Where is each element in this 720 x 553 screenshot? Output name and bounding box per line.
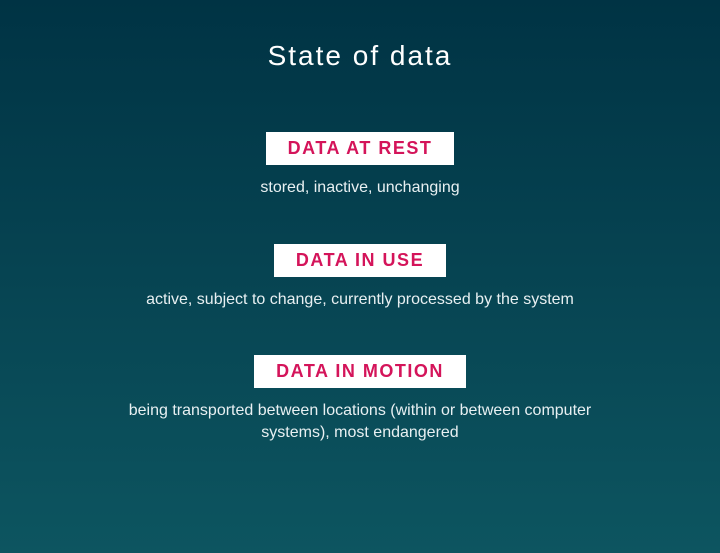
state-block-use: DATA IN USE active, subject to change, c… [146,244,574,311]
page-title: State of data [268,40,453,72]
state-block-motion: DATA IN MOTION being transported between… [110,355,610,443]
state-label: DATA AT REST [266,132,455,165]
state-label: DATA IN MOTION [254,355,466,388]
state-description: stored, inactive, unchanging [260,177,459,199]
state-label: DATA IN USE [274,244,446,277]
state-description: active, subject to change, currently pro… [146,289,574,311]
state-description: being transported between locations (wit… [110,400,610,443]
state-block-rest: DATA AT REST stored, inactive, unchangin… [260,132,459,199]
